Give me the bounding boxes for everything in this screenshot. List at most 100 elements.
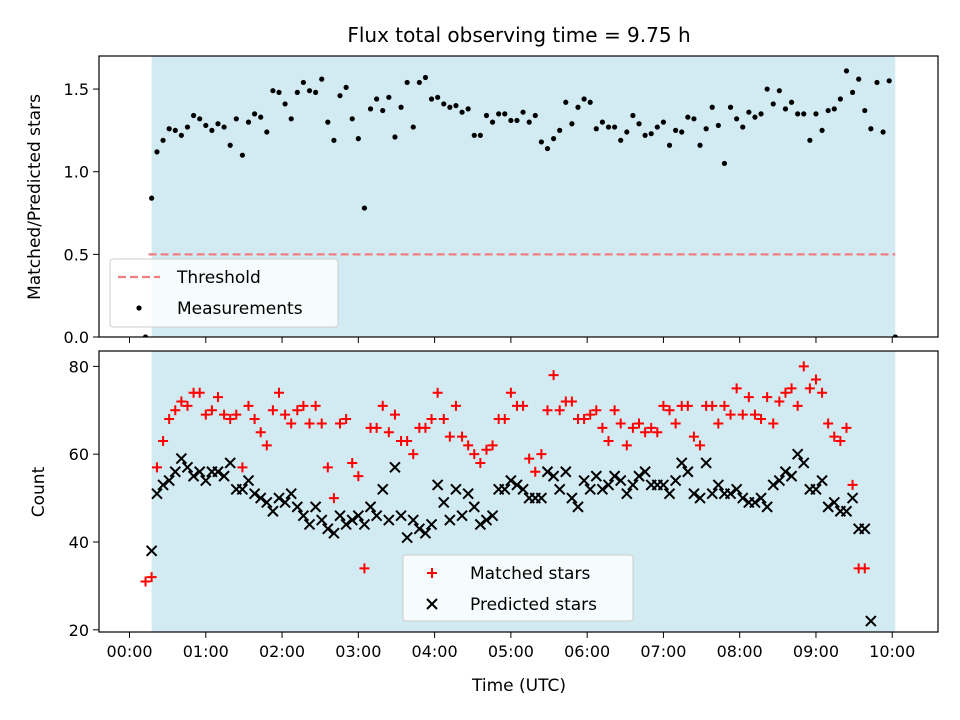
measurements-point bbox=[605, 124, 612, 130]
predicted-stars-point bbox=[297, 509, 310, 522]
measurements-point bbox=[459, 109, 465, 115]
measurements-point bbox=[624, 129, 630, 135]
matched-stars-point bbox=[469, 449, 480, 460]
matched-stars-point bbox=[335, 418, 346, 429]
predicted-stars-point bbox=[468, 501, 480, 513]
measurements-point bbox=[849, 89, 856, 95]
predicted-stars-point bbox=[450, 483, 462, 496]
measurements-point bbox=[770, 101, 776, 107]
measurements-point bbox=[172, 127, 178, 133]
measurements-point bbox=[374, 96, 380, 102]
measurements-point bbox=[276, 89, 282, 95]
measurements-point bbox=[142, 334, 149, 337]
predicted-stars-point bbox=[682, 466, 694, 478]
measurements-point bbox=[825, 107, 831, 114]
measurements-point bbox=[666, 142, 673, 148]
top-y-tick-label: 0.5 bbox=[64, 245, 89, 264]
bottom-axes-frame bbox=[98, 350, 939, 633]
predicted-stars-point bbox=[193, 466, 206, 478]
matched-stars-point bbox=[646, 422, 657, 433]
measurements-point bbox=[831, 106, 837, 112]
measurements-point bbox=[325, 119, 331, 125]
matched-stars-point bbox=[420, 422, 431, 433]
matched-stars-point bbox=[481, 444, 492, 455]
predicted-stars-point bbox=[407, 514, 419, 526]
predicted-stars-point bbox=[175, 452, 188, 465]
predicted-stars-point bbox=[462, 487, 474, 500]
x-tick-label: 04:00 bbox=[412, 642, 458, 661]
measurements-point bbox=[154, 149, 160, 155]
matched-stars-point bbox=[237, 462, 248, 473]
predicted-stars-point bbox=[572, 501, 584, 513]
matched-stars-point bbox=[170, 405, 181, 416]
measurements-point bbox=[874, 79, 880, 86]
measurements-point bbox=[190, 112, 197, 119]
predicted-stars-point bbox=[621, 487, 633, 500]
predicted-stars-point bbox=[242, 474, 255, 487]
matched-stars-point bbox=[457, 431, 468, 442]
predicted-stars-point bbox=[663, 487, 676, 500]
top-axes-frame bbox=[98, 55, 939, 338]
predicted-stars-point bbox=[425, 518, 438, 531]
measurements-point bbox=[483, 112, 490, 119]
legend-measurements-swatch bbox=[136, 305, 142, 311]
predicted-stars-point bbox=[712, 479, 725, 491]
legend-matched-swatch bbox=[427, 568, 437, 578]
measurements-point bbox=[392, 134, 398, 140]
legend-predicted-swatch bbox=[426, 598, 438, 610]
matched-stars-point bbox=[804, 383, 815, 394]
measurements-point bbox=[227, 142, 233, 148]
predicted-stars-point bbox=[737, 492, 749, 504]
matched-stars-point bbox=[749, 409, 760, 420]
predicted-stars-point bbox=[688, 487, 700, 500]
measurements-point bbox=[178, 132, 184, 138]
measurements-point bbox=[599, 119, 606, 125]
predicted-stars-point bbox=[291, 501, 304, 513]
predicted-stars-point bbox=[181, 461, 194, 474]
x-tick-label: 00:00 bbox=[106, 642, 152, 661]
measurements-point bbox=[264, 129, 270, 135]
bottom-legend-box bbox=[402, 554, 634, 622]
matched-stars-point bbox=[859, 563, 870, 574]
predicted-stars-point bbox=[566, 492, 578, 504]
predicted-stars-point bbox=[212, 466, 224, 478]
measurements-point bbox=[862, 107, 868, 114]
measurements-point bbox=[788, 99, 795, 105]
measurements-point bbox=[465, 106, 471, 112]
top-legend-label: Threshold bbox=[176, 268, 261, 288]
measurements-point bbox=[215, 121, 221, 127]
x-axis-label: Time (UTC) bbox=[471, 676, 566, 696]
predicted-stars-point bbox=[560, 466, 572, 478]
predicted-stars-point bbox=[401, 531, 413, 544]
measurements-point bbox=[300, 79, 307, 86]
measurements-point bbox=[752, 114, 758, 120]
matched-stars-point bbox=[810, 374, 821, 385]
measurements-point bbox=[691, 116, 697, 122]
matched-stars-point bbox=[310, 400, 321, 411]
measurements-point bbox=[636, 121, 642, 127]
predicted-stars-point bbox=[236, 483, 249, 496]
predicted-stars-point bbox=[279, 496, 291, 509]
x-tick-label: 06:00 bbox=[564, 642, 610, 661]
measurements-point bbox=[203, 122, 209, 129]
x-tick-label: 09:00 bbox=[793, 642, 839, 661]
predicted-stars-point bbox=[163, 474, 175, 487]
matched-stars-point bbox=[640, 427, 651, 438]
measurements-point bbox=[721, 160, 728, 167]
predicted-stars-point bbox=[511, 479, 523, 491]
measurements-point bbox=[557, 127, 563, 133]
predicted-stars-point bbox=[145, 545, 158, 557]
predicted-stars-point bbox=[395, 509, 407, 522]
measurements-point bbox=[740, 124, 746, 130]
predicted-stars-point bbox=[370, 509, 383, 522]
matched-stars-point bbox=[353, 471, 364, 482]
predicted-stars-point bbox=[669, 474, 682, 487]
measurements-point bbox=[575, 104, 581, 110]
matched-stars-point bbox=[219, 409, 230, 420]
predicted-stars-point bbox=[389, 461, 401, 474]
matched-stars-point bbox=[823, 418, 834, 429]
measurements-point bbox=[245, 119, 252, 125]
predicted-stars-point bbox=[352, 509, 365, 522]
x-tick-label: 08:00 bbox=[717, 642, 763, 661]
